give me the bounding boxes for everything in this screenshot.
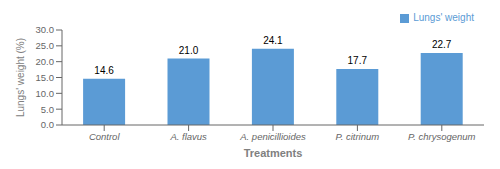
svg-text:20.0: 20.0 [36, 56, 55, 67]
svg-text:0.0: 0.0 [41, 119, 54, 130]
html-text:Lungs' weight: Lungs' weight [413, 12, 474, 23]
svg-text:5.0: 5.0 [41, 104, 54, 115]
svg-text:22.7: 22.7 [432, 39, 452, 50]
svg-text:P. citrinum: P. citrinum [336, 131, 380, 142]
svg-text:Treatments: Treatments [244, 147, 303, 159]
svg-text:P. chrysogenum: P. chrysogenum [408, 131, 476, 142]
svg-text:Control: Control [89, 131, 121, 142]
svg-text:17.7: 17.7 [348, 55, 368, 66]
svg-text:21.0: 21.0 [179, 45, 199, 56]
svg-text:30.0: 30.0 [36, 24, 55, 35]
svg-text:14.6: 14.6 [94, 65, 114, 76]
svg-text:A. flavus: A. flavus [169, 131, 207, 142]
svg-text:A. penicillioides: A. penicillioides [239, 131, 306, 142]
svg-text:24.1: 24.1 [263, 35, 283, 46]
svg-text:10.0: 10.0 [36, 88, 55, 99]
svg-text:15.0: 15.0 [36, 72, 55, 83]
svg-text:25.0: 25.0 [36, 40, 55, 51]
svg-text:Lungs' weight (%): Lungs' weight (%) [15, 38, 26, 117]
